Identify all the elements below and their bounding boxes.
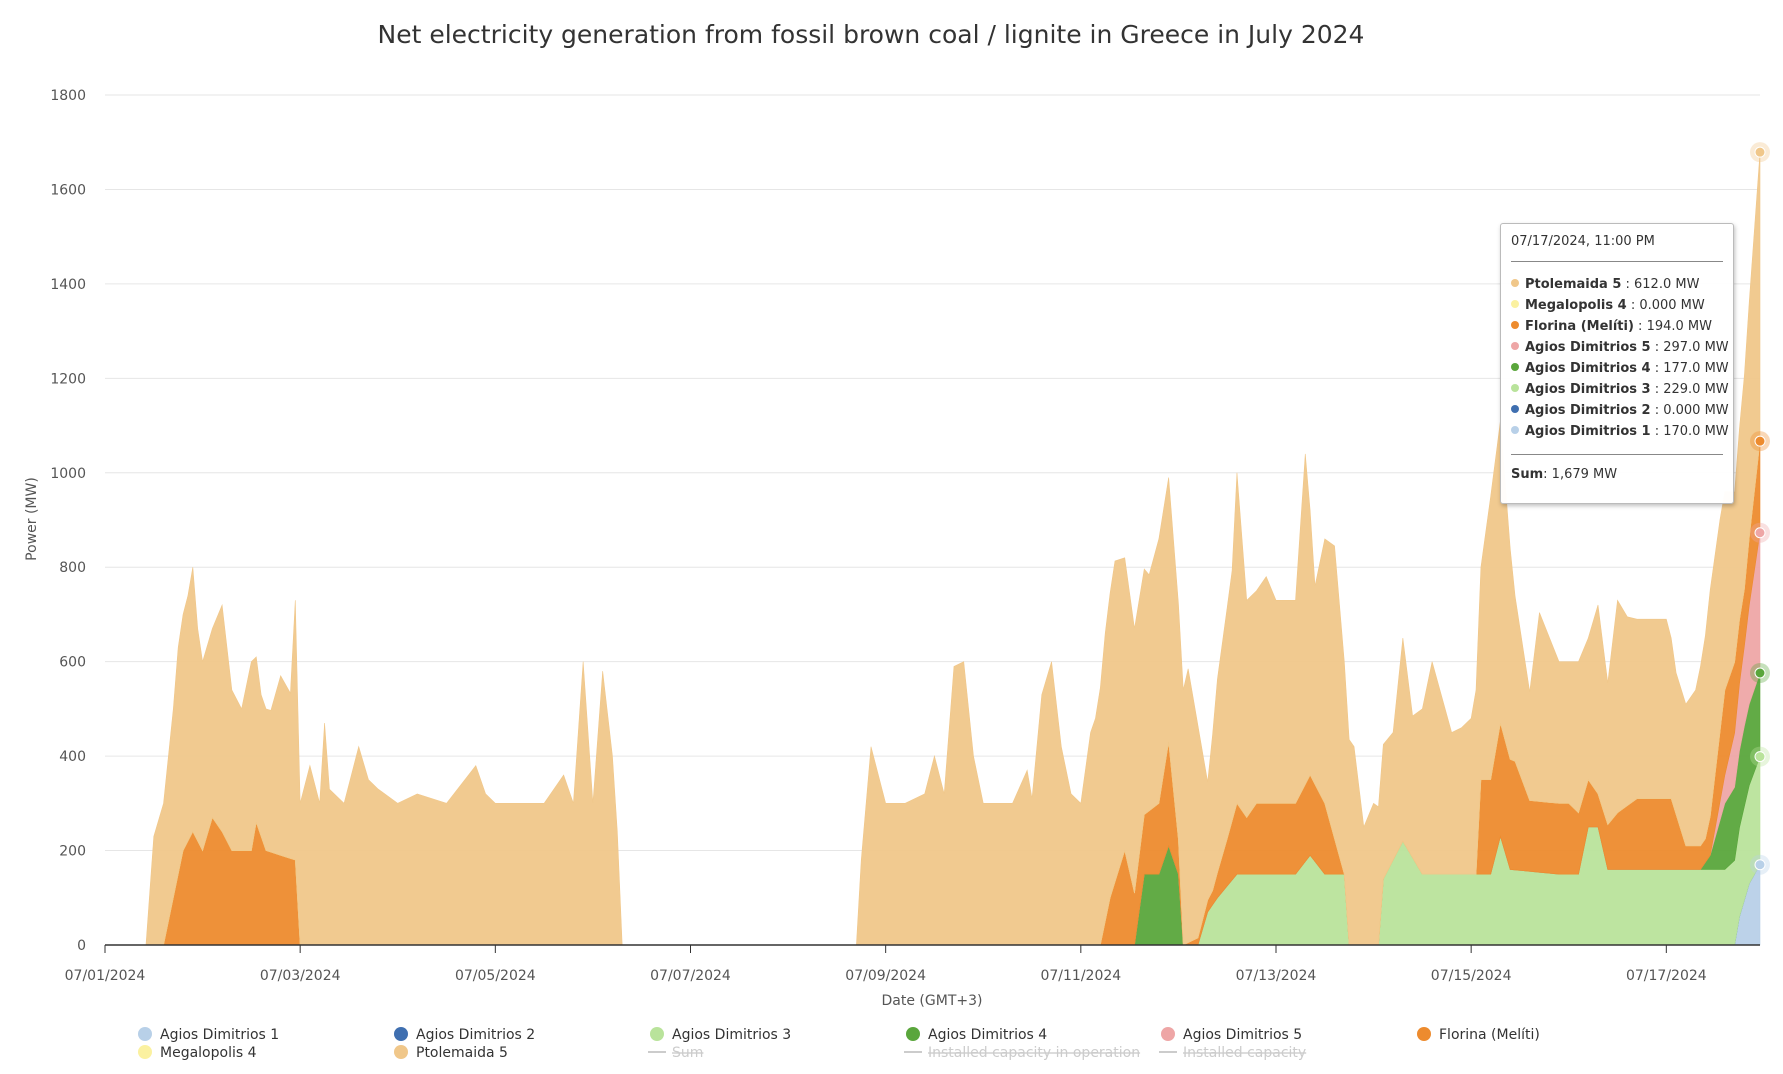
legend-dot-agios-dimitrios-5 bbox=[1161, 1027, 1175, 1041]
y-tick-label: 1600 bbox=[50, 182, 86, 198]
x-tick-label: 07/07/2024 bbox=[650, 968, 731, 984]
x-tick-label: 07/01/2024 bbox=[65, 968, 146, 984]
tooltip-dot bbox=[1511, 405, 1519, 413]
y-tick-label: 1200 bbox=[50, 371, 86, 387]
tooltip-row: Ptolemaida 5 : 612.0 MW bbox=[1511, 274, 1723, 295]
legend-item-installed-capacity[interactable]: Installed capacity bbox=[1183, 1045, 1306, 1061]
y-tick-label: 1000 bbox=[50, 466, 86, 482]
y-axis-label: Power (MW) bbox=[24, 477, 40, 561]
tooltip-series-value: : 170.0 MW bbox=[1650, 424, 1729, 439]
y-tick-label: 400 bbox=[59, 749, 86, 765]
x-ticks: 07/01/2024 07/03/2024 07/05/2024 07/07/2024… bbox=[65, 945, 1707, 984]
x-tick-label: 07/05/2024 bbox=[455, 968, 536, 984]
tooltip-row: Florina (Melíti) : 194.0 MW bbox=[1511, 316, 1723, 337]
tooltip-dot bbox=[1511, 321, 1519, 329]
legend-dot-ptolemaida-5 bbox=[394, 1045, 408, 1059]
tooltip-series-value: : 297.0 MW bbox=[1650, 340, 1729, 355]
tooltip-series-name: Agios Dimitrios 1 bbox=[1525, 424, 1651, 439]
legend-item-agios-dimitrios-3[interactable]: Agios Dimitrios 3 bbox=[672, 1027, 791, 1043]
legend-item-agios-dimitrios-5[interactable]: Agios Dimitrios 5 bbox=[1183, 1027, 1302, 1043]
legend-dot-agios-dimitrios-4 bbox=[906, 1027, 920, 1041]
y-tick-label: 200 bbox=[59, 844, 86, 860]
legend-item-sum[interactable]: Sum bbox=[672, 1045, 703, 1061]
legend-item-installed-capacity-in-operation[interactable]: Installed capacity in operation bbox=[928, 1045, 1140, 1061]
grid bbox=[105, 94, 1760, 852]
tooltip-dot bbox=[1511, 300, 1519, 308]
tooltip-series-name: Florina (Melíti) bbox=[1525, 319, 1634, 334]
tooltip-series-name: Megalopolis 4 bbox=[1525, 298, 1627, 313]
x-tick-label: 07/11/2024 bbox=[1040, 968, 1121, 984]
y-tick-label: 600 bbox=[59, 655, 86, 671]
tooltip-series-name: Agios Dimitrios 5 bbox=[1525, 340, 1651, 355]
x-tick-label: 07/13/2024 bbox=[1236, 968, 1317, 984]
tooltip: 07/17/2024, 11:00 PM Ptolemaida 5 : 612.… bbox=[1500, 223, 1734, 504]
tooltip-series-value: : 229.0 MW bbox=[1650, 382, 1729, 397]
marker-agios-dimitrios-5 bbox=[1754, 527, 1766, 539]
y-tick-label: 1800 bbox=[50, 88, 86, 104]
legend-item-agios-dimitrios-4[interactable]: Agios Dimitrios 4 bbox=[928, 1027, 1047, 1043]
x-tick-label: 07/03/2024 bbox=[260, 968, 341, 984]
marker-agios-dimitrios-3 bbox=[1754, 751, 1766, 763]
legend[interactable]: Agios Dimitrios 1 Agios Dimitrios 2 Agios … bbox=[138, 1027, 1540, 1061]
tooltip-row: Agios Dimitrios 3 : 229.0 MW bbox=[1511, 379, 1729, 400]
tooltip-series-value: : 0.000 MW bbox=[1626, 298, 1705, 313]
tooltip-series-name: Agios Dimitrios 3 bbox=[1525, 382, 1651, 397]
tooltip-row: Agios Dimitrios 1 : 170.0 MW bbox=[1511, 421, 1729, 442]
tooltip-dot bbox=[1511, 384, 1519, 392]
tooltip-dot bbox=[1511, 426, 1519, 434]
tooltip-sum: Sum: 1,679 MW bbox=[1511, 454, 1723, 482]
legend-dot-megalopolis-4 bbox=[138, 1045, 152, 1059]
marker-agios-dimitrios-1 bbox=[1754, 859, 1766, 871]
tooltip-sum-value: : 1,679 MW bbox=[1543, 467, 1618, 482]
legend-dot-agios-dimitrios-3 bbox=[650, 1027, 664, 1041]
tooltip-dot bbox=[1511, 363, 1519, 371]
tooltip-series-name: Agios Dimitrios 2 bbox=[1525, 403, 1651, 418]
tooltip-series-name: Agios Dimitrios 4 bbox=[1525, 361, 1651, 376]
tooltip-dot bbox=[1511, 342, 1519, 350]
legend-item-megalopolis-4[interactable]: Megalopolis 4 bbox=[160, 1045, 257, 1061]
hover-markers bbox=[1750, 142, 1770, 875]
tooltip-series-name: Ptolemaida 5 bbox=[1525, 277, 1622, 292]
legend-dot-agios-dimitrios-2 bbox=[394, 1027, 408, 1041]
marker-ptolemaida-5 bbox=[1754, 146, 1766, 158]
x-tick-label: 07/09/2024 bbox=[845, 968, 926, 984]
y-tick-label: 1400 bbox=[50, 277, 86, 293]
y-tick-label: 800 bbox=[59, 560, 86, 576]
legend-dot-florina-mel-ti bbox=[1417, 1027, 1431, 1041]
legend-item-agios-dimitrios-2[interactable]: Agios Dimitrios 2 bbox=[416, 1027, 535, 1043]
legend-dot-agios-dimitrios-1 bbox=[138, 1027, 152, 1041]
tooltip-series-value: : 194.0 MW bbox=[1633, 319, 1712, 334]
tooltip-dot bbox=[1511, 279, 1519, 287]
y-ticks: 0 200 400 600 800 1000 1200 1400 1600 1800 bbox=[50, 88, 86, 954]
x-tick-label: 07/17/2024 bbox=[1626, 968, 1707, 984]
chart-title: Net electricity generation from fossil b… bbox=[378, 20, 1365, 49]
y-tick-label: 0 bbox=[77, 938, 86, 954]
tooltip-row: Agios Dimitrios 2 : 0.000 MW bbox=[1511, 400, 1729, 421]
tooltip-series-value: : 0.000 MW bbox=[1650, 403, 1729, 418]
x-tick-label: 07/15/2024 bbox=[1431, 968, 1512, 984]
tooltip-sum-label: Sum bbox=[1511, 467, 1544, 482]
x-axis-label: Date (GMT+3) bbox=[882, 993, 983, 1009]
marker-florina-mel-ti bbox=[1754, 435, 1766, 447]
tooltip-rows: Ptolemaida 5 : 612.0 MW Megalopolis 4 : 0… bbox=[1511, 274, 1729, 442]
legend-item-florina-mel-ti[interactable]: Florina (Melíti) bbox=[1439, 1027, 1540, 1043]
tooltip-row: Agios Dimitrios 5 : 297.0 MW bbox=[1511, 337, 1729, 358]
legend-item-ptolemaida-5[interactable]: Ptolemaida 5 bbox=[416, 1045, 508, 1061]
tooltip-row: Megalopolis 4 : 0.000 MW bbox=[1511, 295, 1723, 316]
tooltip-series-value: : 612.0 MW bbox=[1621, 277, 1700, 292]
tooltip-row: Agios Dimitrios 4 : 177.0 MW bbox=[1511, 358, 1729, 379]
tooltip-date: 07/17/2024, 11:00 PM bbox=[1511, 234, 1723, 262]
legend-item-agios-dimitrios-1[interactable]: Agios Dimitrios 1 bbox=[160, 1027, 279, 1043]
tooltip-series-value: : 177.0 MW bbox=[1650, 361, 1729, 376]
marker-agios-dimitrios-4 bbox=[1754, 667, 1766, 679]
